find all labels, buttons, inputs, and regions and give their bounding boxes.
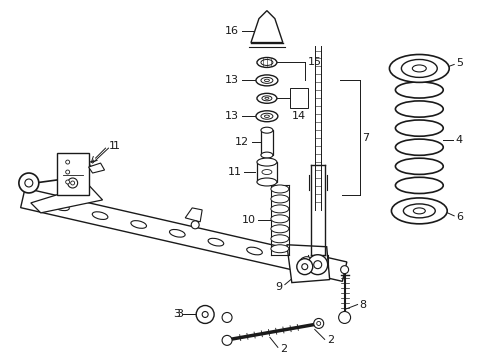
Ellipse shape [264,115,269,117]
Text: 8: 8 [359,300,366,310]
Polygon shape [20,188,346,282]
Text: 6: 6 [455,212,462,222]
Text: 16: 16 [224,26,239,36]
Text: 15: 15 [307,58,321,67]
Ellipse shape [256,178,276,186]
Text: 13: 13 [224,75,239,85]
Ellipse shape [411,65,426,72]
Circle shape [71,181,75,185]
Circle shape [191,221,199,229]
Ellipse shape [261,77,272,84]
Circle shape [296,259,312,275]
Text: 1: 1 [112,141,119,151]
Circle shape [196,306,214,323]
Circle shape [316,321,320,325]
Circle shape [340,266,348,274]
Circle shape [313,261,321,269]
Circle shape [338,311,350,323]
Text: 4: 4 [454,135,461,145]
Ellipse shape [256,93,276,103]
Ellipse shape [255,75,277,86]
Circle shape [301,264,307,270]
Ellipse shape [264,97,268,99]
Ellipse shape [131,221,146,228]
Text: 7: 7 [362,133,369,143]
Text: 9: 9 [275,282,282,292]
Circle shape [307,255,327,275]
Circle shape [67,178,78,188]
Ellipse shape [261,127,272,133]
Text: 10: 10 [242,215,255,225]
Polygon shape [185,208,202,222]
Ellipse shape [256,58,276,67]
Ellipse shape [262,170,271,175]
Circle shape [303,262,309,268]
Ellipse shape [256,158,276,166]
Ellipse shape [403,204,434,218]
Circle shape [313,319,323,328]
Ellipse shape [270,205,288,213]
Text: 3: 3 [176,310,183,319]
Ellipse shape [264,79,269,82]
Ellipse shape [246,247,262,255]
Ellipse shape [270,245,288,253]
Ellipse shape [270,195,288,203]
Ellipse shape [208,238,224,246]
Text: 2: 2 [326,336,333,345]
Text: 3: 3 [173,310,180,319]
Circle shape [65,160,69,164]
Circle shape [298,257,314,273]
Text: 14: 14 [291,111,305,121]
Ellipse shape [270,225,288,233]
Text: 5: 5 [455,58,462,68]
Ellipse shape [255,111,277,122]
Text: 13: 13 [224,111,239,121]
Circle shape [65,180,69,184]
Bar [289,88,307,108]
Ellipse shape [270,215,288,223]
Ellipse shape [169,229,185,237]
Ellipse shape [270,235,288,243]
Circle shape [65,170,69,174]
Ellipse shape [390,198,447,224]
Polygon shape [286,245,329,283]
Ellipse shape [262,96,271,101]
Circle shape [222,336,232,345]
Polygon shape [88,163,104,173]
Polygon shape [31,185,102,213]
Ellipse shape [412,208,425,214]
Text: 2: 2 [279,345,286,354]
Circle shape [222,312,232,323]
Ellipse shape [388,54,448,82]
Text: 1: 1 [108,141,115,151]
Polygon shape [250,11,282,42]
Bar [57,153,88,195]
Ellipse shape [270,185,288,193]
Circle shape [202,311,208,318]
Bar [256,162,276,182]
Text: 12: 12 [234,137,248,147]
Ellipse shape [92,212,108,220]
Ellipse shape [401,59,436,77]
Ellipse shape [261,152,272,158]
Text: 11: 11 [227,167,242,177]
Bar [261,130,272,155]
Circle shape [25,179,33,187]
Ellipse shape [261,113,272,119]
Ellipse shape [261,59,272,66]
Circle shape [19,173,39,193]
Ellipse shape [54,203,69,211]
